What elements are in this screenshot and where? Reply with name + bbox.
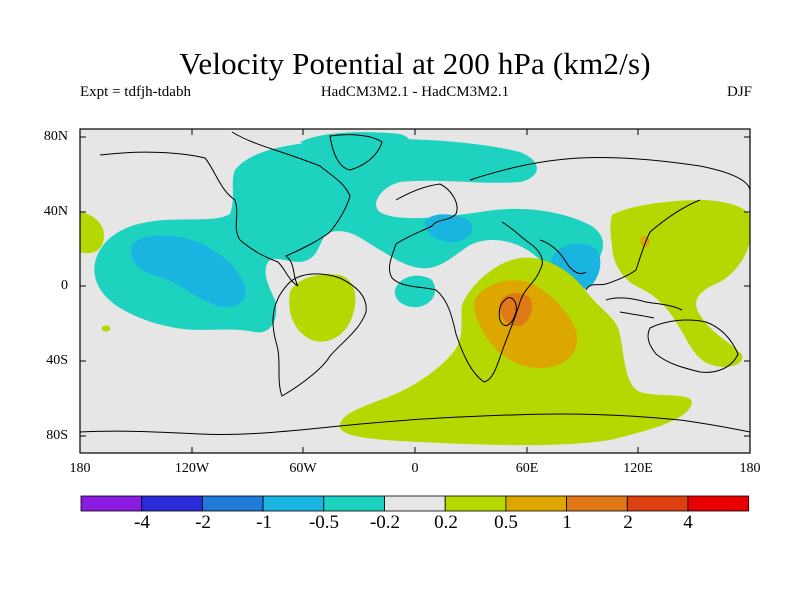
coastline-north-america [99,131,351,287]
coastlines [80,131,750,436]
colorbar-box-9 [566,495,628,512]
map-title: Velocity Potential at 200 hPa (km2/s) [179,46,651,81]
coastline-asia [469,156,750,291]
colorbar-box-7 [444,495,507,512]
colorbar-label-3: -1 [256,512,272,533]
coastline-greenland [329,134,383,171]
lon-label-180w: 180 [69,461,91,476]
contour-neg-arctic [300,132,410,153]
lat-label-40s: 40S [46,353,68,368]
contour-pos-dateline-north [80,212,104,254]
colorbar-box-6 [384,495,446,512]
contour-neg-mediterranean [425,214,473,243]
lon-label-120e: 120E [623,461,653,476]
contour-neg-atlantic-small [394,275,436,308]
colorbar-label-8: 1 [562,512,572,533]
lat-label-80s: 80S [46,428,68,443]
colorbar-label-5: -0.2 [369,512,401,533]
colorbar-label-4: -0.5 [308,512,340,533]
colorbar-label-7: 0.5 [494,512,518,533]
colorbar-box-5 [323,495,385,512]
contour-pos-south-america [289,274,356,342]
season-label: DJF [726,84,752,100]
contour-pos-madagascar [474,280,578,368]
colorbar-box-11 [687,495,750,512]
colorbar-label-6: 0.2 [434,512,458,533]
colorbar-box-10 [626,495,689,512]
colorbar-box-2 [141,495,203,512]
contour-pos-small-south-pacific [101,325,111,332]
lon-label-0: 0 [411,461,419,476]
coastline-antarctica [80,413,750,436]
lat-label-0: 0 [61,278,68,293]
lon-label-60e: 60E [515,461,539,476]
coastline-indonesia [605,297,683,319]
latitude-ticks [80,136,750,437]
colorbar-label-9: 2 [623,512,633,533]
colorbar-box-4 [262,495,325,512]
lon-label-120w: 120W [174,461,210,476]
contour-fills [80,132,750,446]
colorbar [80,495,750,512]
colorbar-box-3 [201,495,264,512]
colorbar-box-1 [80,495,143,512]
contour-neg-east-pacific-core [131,235,246,307]
longitude-ticks [191,129,639,453]
coastline-south-america [272,273,367,397]
colorbar-label-10: 4 [683,512,693,533]
contour-pos-china-small [640,235,650,248]
lon-label-60w: 60W [289,461,317,476]
coastline-australia [647,319,739,373]
lat-label-80n: 80N [43,129,68,144]
lat-label-40n: 40N [43,204,68,219]
coastline-europe-africa [389,183,543,383]
lon-label-180e: 180 [739,461,761,476]
experiment-label: Expt = tdfjh-tdabh [80,84,191,100]
coastline-madagascar [498,297,517,327]
model-label: HadCM3M2.1 - HadCM3M2.1 [320,84,510,100]
colorbar-label-1: -4 [134,512,150,533]
colorbar-box-8 [505,495,567,512]
colorbar-label-2: -2 [195,512,211,533]
